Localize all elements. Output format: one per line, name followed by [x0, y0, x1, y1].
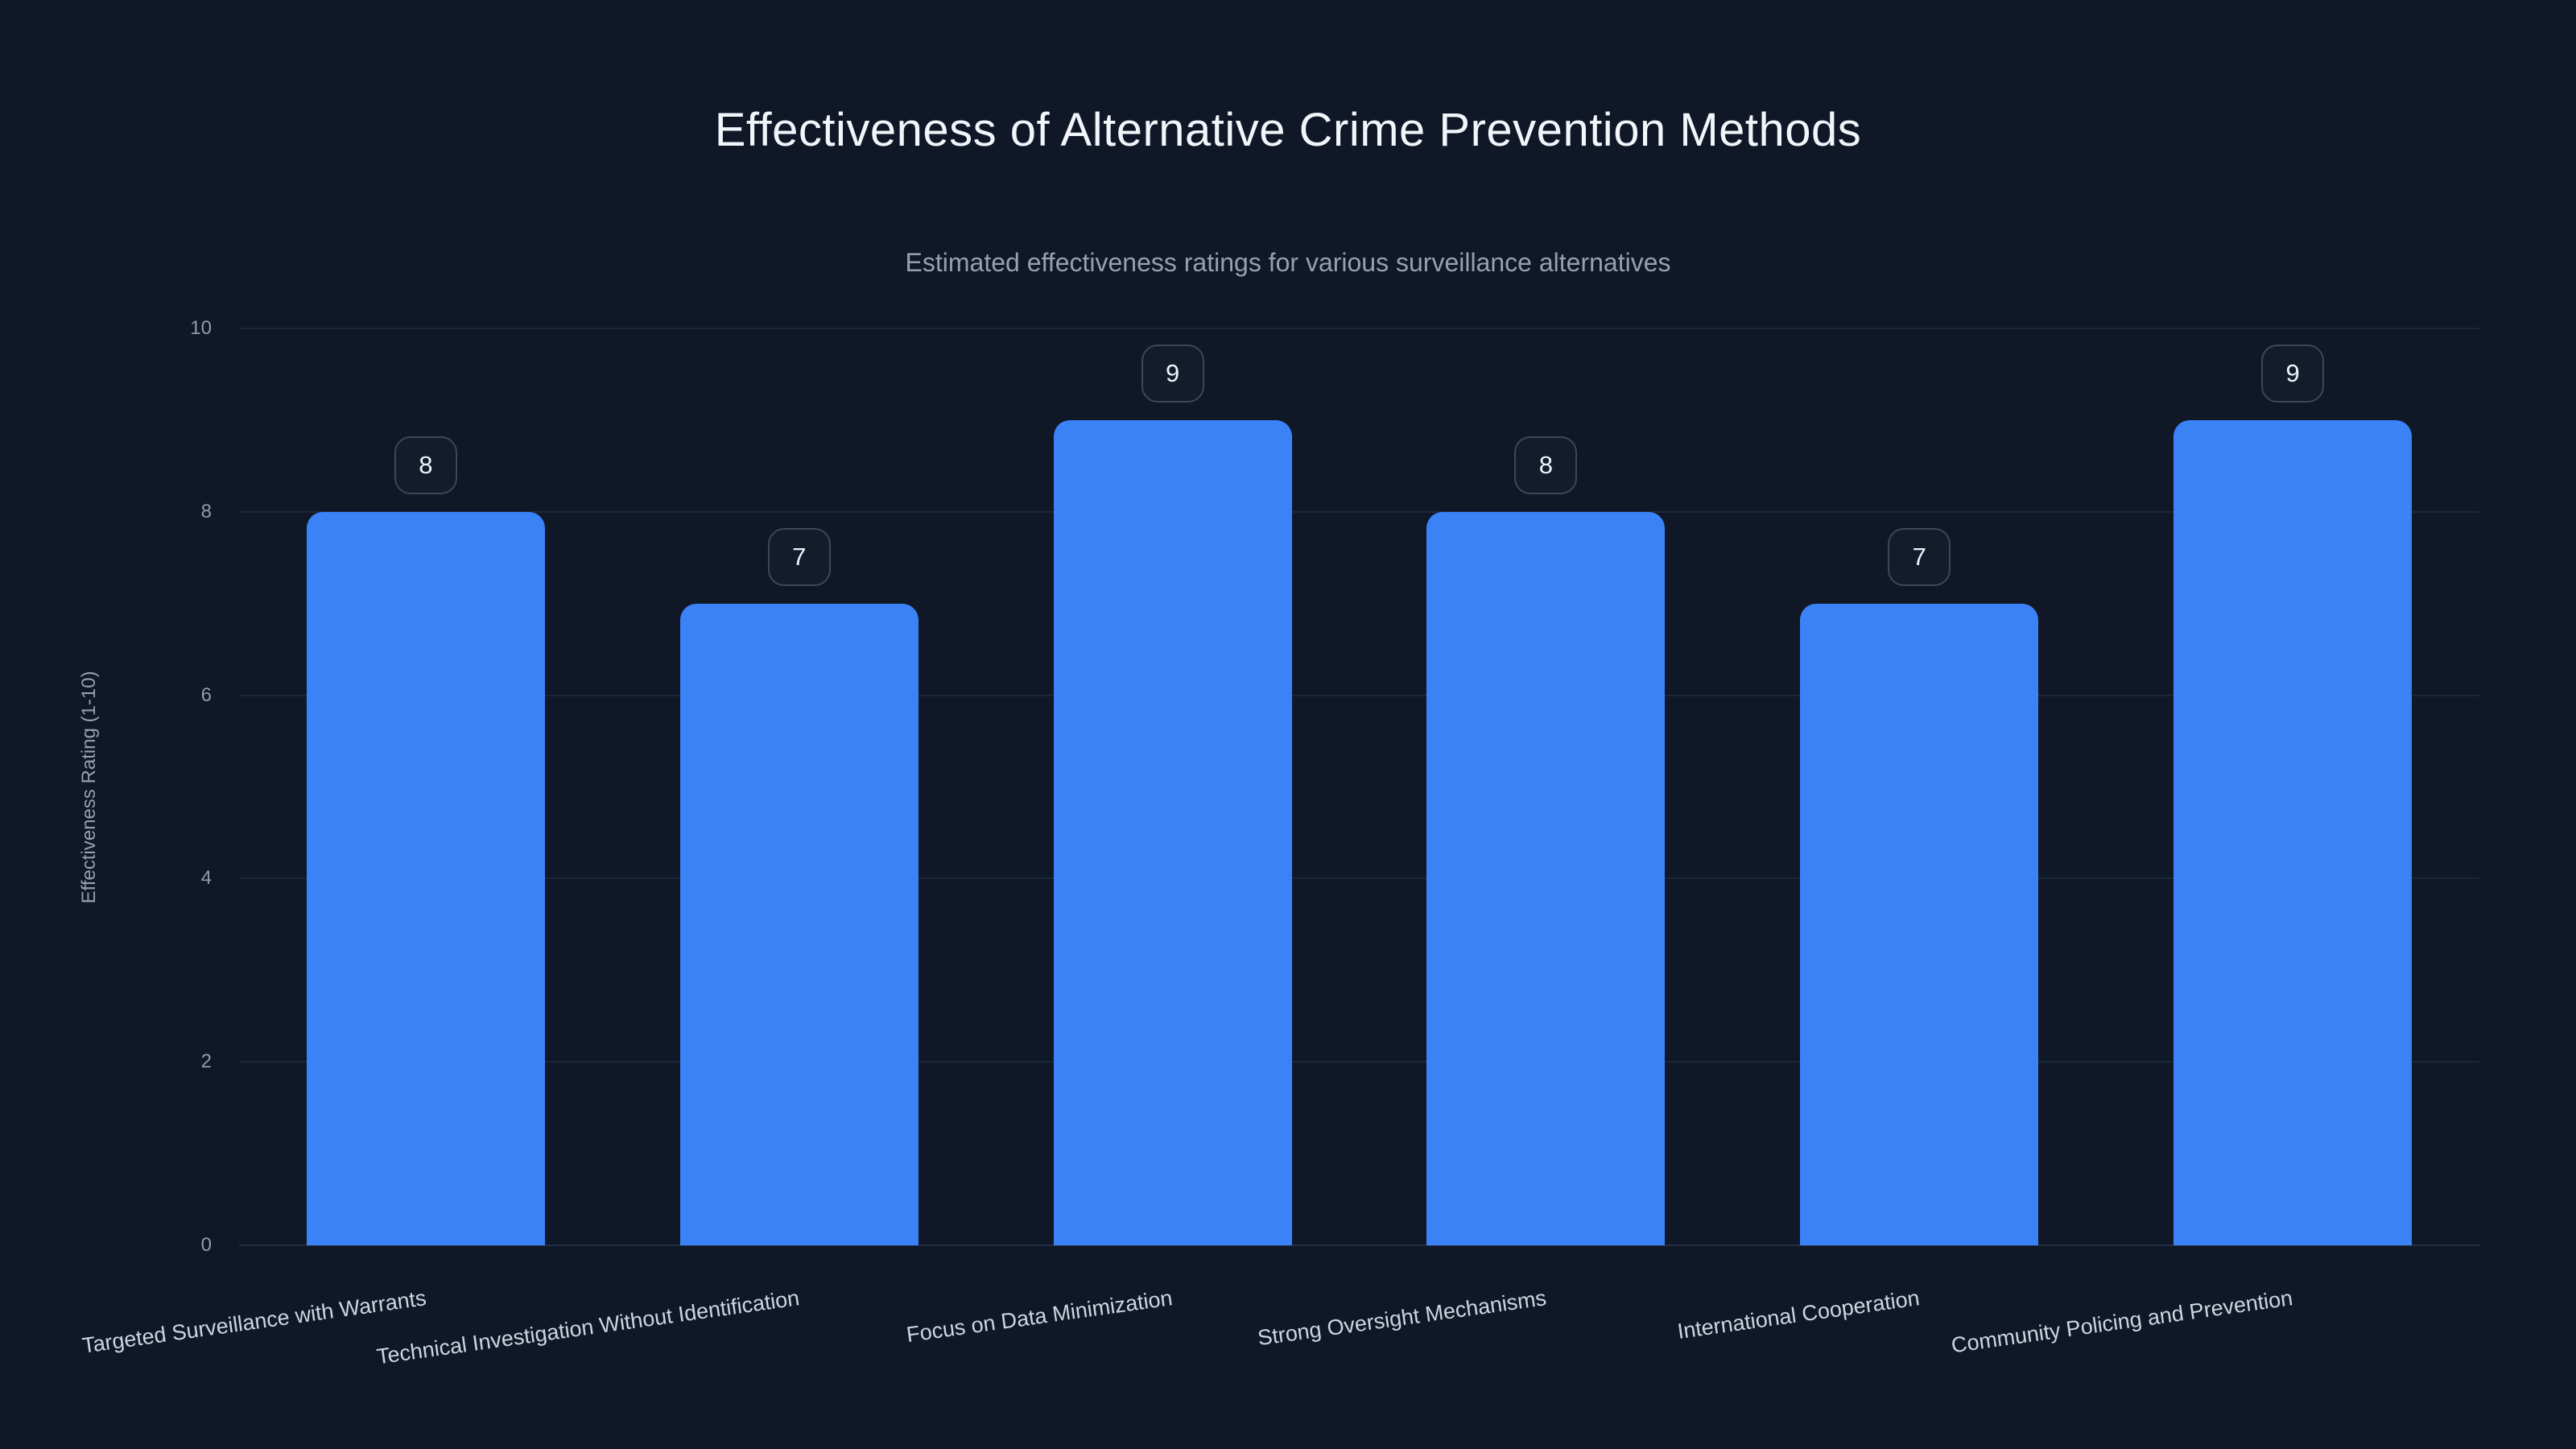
x-axis-category-label: International Cooperation	[1675, 1286, 1922, 1344]
bar[interactable]	[679, 603, 919, 1245]
value-badge: 7	[767, 527, 831, 586]
bar-slot: 7 International Cooperation	[1676, 328, 2106, 1344]
y-axis-title: Effectiveness Rating (1-10)	[78, 670, 100, 904]
y-tick-label: 0	[200, 1234, 212, 1256]
bar[interactable]	[1800, 603, 2039, 1245]
gridline	[239, 1245, 2479, 1246]
gridline	[239, 877, 2479, 880]
chart-subtitle: Estimated effectiveness ratings for vari…	[905, 248, 1671, 277]
y-tick-label: 8	[200, 500, 212, 522]
x-axis-category-label: Community Policing and Prevention	[1950, 1286, 2295, 1358]
plot-area: Effectiveness Rating (1-10) 0 2 4 6 8 10…	[78, 317, 2479, 1369]
value-badge-text: 8	[1538, 450, 1554, 479]
bar[interactable]	[306, 511, 545, 1245]
value-badge: 8	[394, 436, 457, 494]
bar-slot: 8 Strong Oversight Mechanisms	[1256, 328, 1733, 1350]
bar-slot: 8 Targeted Surveillance with Warrants	[80, 328, 613, 1358]
bar-slot: 7 Technical Investigation Without Identi…	[375, 328, 986, 1369]
value-badge: 7	[1888, 527, 1951, 586]
chart-title: Effectiveness of Alternative Crime Preve…	[714, 104, 1862, 156]
bar[interactable]	[1426, 511, 1666, 1245]
y-tick-label: 6	[200, 683, 212, 706]
value-badge: 9	[1141, 344, 1204, 402]
x-axis-category-label: Strong Oversight Mechanisms	[1256, 1286, 1548, 1351]
value-badge: 8	[1514, 436, 1578, 494]
gridline	[239, 328, 2479, 329]
gridline	[239, 510, 2479, 513]
bar-slot: 9 Focus on Data Minimization	[906, 328, 1360, 1347]
bar[interactable]	[1053, 419, 1292, 1245]
bar-slot: 9 Community Policing and Prevention	[1950, 328, 2479, 1357]
x-axis-category-label: Focus on Data Minimization	[905, 1286, 1174, 1348]
value-badge-text: 7	[792, 542, 807, 571]
value-badge-text: 9	[1165, 358, 1180, 387]
x-axis-category-label: Technical Investigation Without Identifi…	[375, 1286, 801, 1369]
gridline	[239, 694, 2479, 696]
gridline	[239, 1061, 2479, 1063]
value-badge-text: 8	[419, 450, 433, 479]
value-badge-text: 7	[1912, 542, 1926, 571]
y-tick-label: 4	[200, 867, 212, 890]
bar[interactable]	[2174, 419, 2413, 1245]
value-badge-text: 9	[2285, 358, 2300, 387]
value-badge: 9	[2261, 344, 2325, 402]
y-tick-label: 10	[190, 317, 212, 339]
y-tick-label: 2	[200, 1051, 212, 1073]
